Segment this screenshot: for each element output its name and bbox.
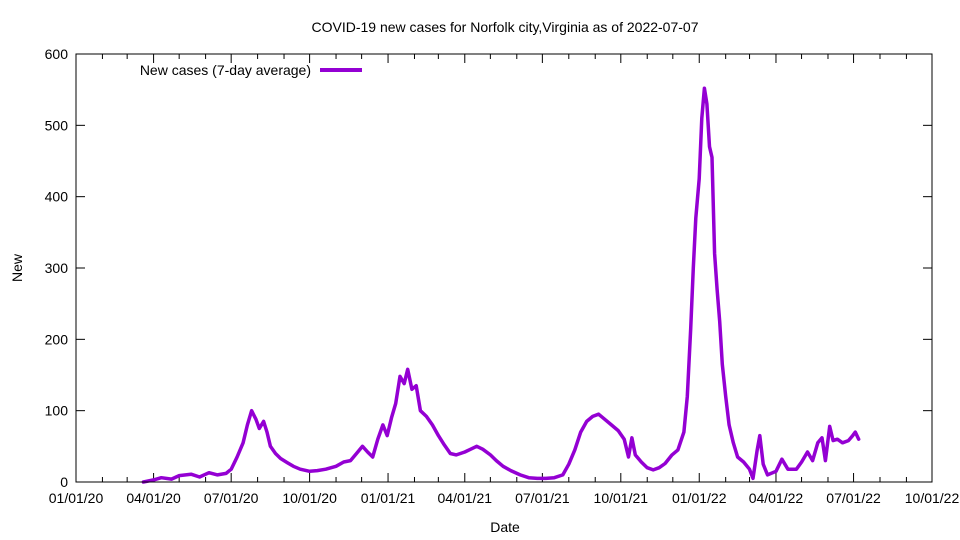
- x-tick-label: 07/01/22: [826, 490, 881, 506]
- series-layer: [141, 86, 861, 484]
- x-tick-label: 10/01/22: [905, 490, 960, 506]
- y-tick-label: 400: [45, 189, 69, 205]
- legend-label: New cases (7-day average): [140, 62, 311, 78]
- plot-border: [75, 53, 933, 483]
- x-tick-label: 01/01/22: [672, 490, 727, 506]
- y-tick-label: 300: [45, 260, 69, 276]
- x-tick-label: 10/01/20: [282, 490, 337, 506]
- x-tick-label: 01/01/20: [49, 490, 104, 506]
- series-line-new-cases: [141, 86, 861, 484]
- chart-title: COVID-19 new cases for Norfolk city,Virg…: [312, 19, 699, 35]
- x-tick-label: 07/01/21: [515, 490, 570, 506]
- x-axis-label: Date: [490, 519, 520, 535]
- y-tick-label: 500: [45, 117, 69, 133]
- y-tick-label: 600: [45, 46, 69, 62]
- y-tick-label: 100: [45, 403, 69, 419]
- axis-ticks: [75, 53, 933, 483]
- x-tick-label: 10/01/21: [594, 490, 649, 506]
- x-tick-label: 01/01/21: [361, 490, 416, 506]
- y-axis-label: New: [9, 253, 25, 282]
- y-tick-label: 200: [45, 331, 69, 347]
- y-tick-label: 0: [60, 474, 68, 490]
- tick-labels: 01/01/20 04/01/20 07/01/20 10/01/20 01/01/21…: [45, 46, 960, 506]
- legend: New cases (7-day average): [140, 62, 362, 78]
- x-tick-label: 04/01/21: [438, 490, 493, 506]
- x-tick-label: 04/01/22: [749, 490, 804, 506]
- x-tick-label: 07/01/20: [204, 490, 259, 506]
- x-tick-label: 04/01/20: [126, 490, 181, 506]
